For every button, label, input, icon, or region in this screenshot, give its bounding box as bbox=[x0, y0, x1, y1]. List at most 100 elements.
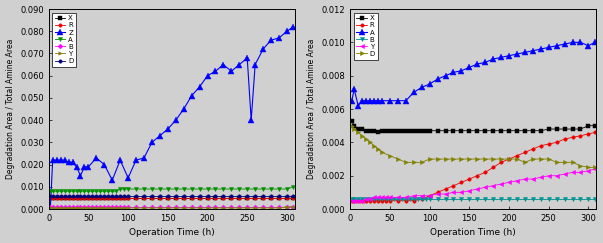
A bbox=[591, 41, 598, 44]
R bbox=[121, 196, 128, 199]
X bbox=[124, 196, 131, 199]
A bbox=[529, 49, 537, 52]
R bbox=[49, 196, 56, 199]
A bbox=[172, 188, 179, 191]
B bbox=[398, 198, 405, 200]
Line: X: X bbox=[49, 196, 295, 200]
D bbox=[585, 166, 592, 169]
Y bbox=[121, 207, 128, 209]
B bbox=[105, 205, 112, 208]
A bbox=[101, 190, 108, 193]
R bbox=[276, 196, 283, 199]
A bbox=[355, 104, 362, 107]
A bbox=[113, 190, 120, 193]
X bbox=[133, 196, 140, 199]
D bbox=[350, 128, 358, 130]
R bbox=[482, 171, 489, 174]
R bbox=[350, 199, 358, 202]
R bbox=[46, 196, 54, 199]
X bbox=[289, 196, 297, 199]
A bbox=[466, 66, 473, 69]
X bbox=[490, 129, 497, 132]
Y bbox=[124, 207, 131, 209]
D bbox=[378, 151, 385, 154]
Z bbox=[53, 159, 60, 162]
R bbox=[172, 196, 179, 199]
X-axis label: Operation Time (h): Operation Time (h) bbox=[431, 228, 516, 237]
B bbox=[378, 198, 385, 200]
Z bbox=[251, 63, 259, 66]
A bbox=[450, 71, 457, 74]
A bbox=[93, 190, 100, 193]
Y bbox=[180, 207, 188, 209]
Z bbox=[69, 161, 76, 164]
Z bbox=[109, 179, 116, 182]
D bbox=[188, 194, 195, 197]
X bbox=[212, 196, 219, 199]
A bbox=[569, 41, 576, 44]
Y bbox=[426, 194, 433, 197]
A bbox=[188, 188, 195, 191]
Y bbox=[172, 207, 179, 209]
R bbox=[259, 196, 267, 199]
Y bbox=[458, 191, 465, 194]
R bbox=[370, 199, 377, 202]
Legend: X, R, Z, A, B, Y, D: X, R, Z, A, B, Y, D bbox=[52, 13, 76, 67]
Z bbox=[85, 165, 92, 168]
X bbox=[545, 128, 552, 130]
A bbox=[69, 190, 76, 193]
B bbox=[466, 198, 473, 200]
D bbox=[251, 194, 259, 197]
Z bbox=[46, 208, 54, 210]
X bbox=[529, 129, 537, 132]
B bbox=[69, 205, 76, 208]
A bbox=[109, 190, 116, 193]
Y bbox=[73, 207, 80, 209]
R bbox=[89, 196, 96, 199]
Y bbox=[362, 198, 370, 200]
B bbox=[53, 205, 60, 208]
D bbox=[458, 157, 465, 160]
D bbox=[591, 166, 598, 169]
A bbox=[585, 44, 592, 47]
A bbox=[77, 190, 84, 193]
A bbox=[374, 99, 382, 102]
Y bbox=[450, 191, 457, 194]
B bbox=[121, 205, 128, 208]
A bbox=[57, 190, 65, 193]
D bbox=[359, 134, 366, 137]
D bbox=[116, 194, 124, 197]
B bbox=[133, 205, 140, 208]
Y bbox=[513, 179, 520, 182]
B bbox=[49, 205, 56, 208]
R bbox=[289, 196, 297, 199]
D bbox=[204, 194, 211, 197]
D bbox=[121, 194, 128, 197]
Y bbox=[442, 192, 449, 195]
R bbox=[497, 161, 505, 164]
X bbox=[172, 196, 179, 199]
R bbox=[490, 166, 497, 169]
A bbox=[482, 61, 489, 64]
R bbox=[355, 199, 362, 202]
B bbox=[569, 198, 576, 200]
A bbox=[490, 58, 497, 61]
A bbox=[497, 56, 505, 59]
D bbox=[148, 194, 156, 197]
Y bbox=[374, 196, 382, 199]
D bbox=[374, 148, 382, 150]
B bbox=[374, 198, 382, 200]
B bbox=[180, 205, 188, 208]
X bbox=[426, 129, 433, 132]
A bbox=[212, 188, 219, 191]
Z bbox=[73, 165, 80, 168]
X-axis label: Operation Time (h): Operation Time (h) bbox=[129, 228, 215, 237]
X bbox=[406, 129, 414, 132]
Z bbox=[133, 159, 140, 162]
A bbox=[73, 190, 80, 193]
A bbox=[244, 188, 251, 191]
R bbox=[77, 196, 84, 199]
R bbox=[553, 141, 560, 144]
B bbox=[276, 205, 283, 208]
Y bbox=[367, 198, 374, 200]
